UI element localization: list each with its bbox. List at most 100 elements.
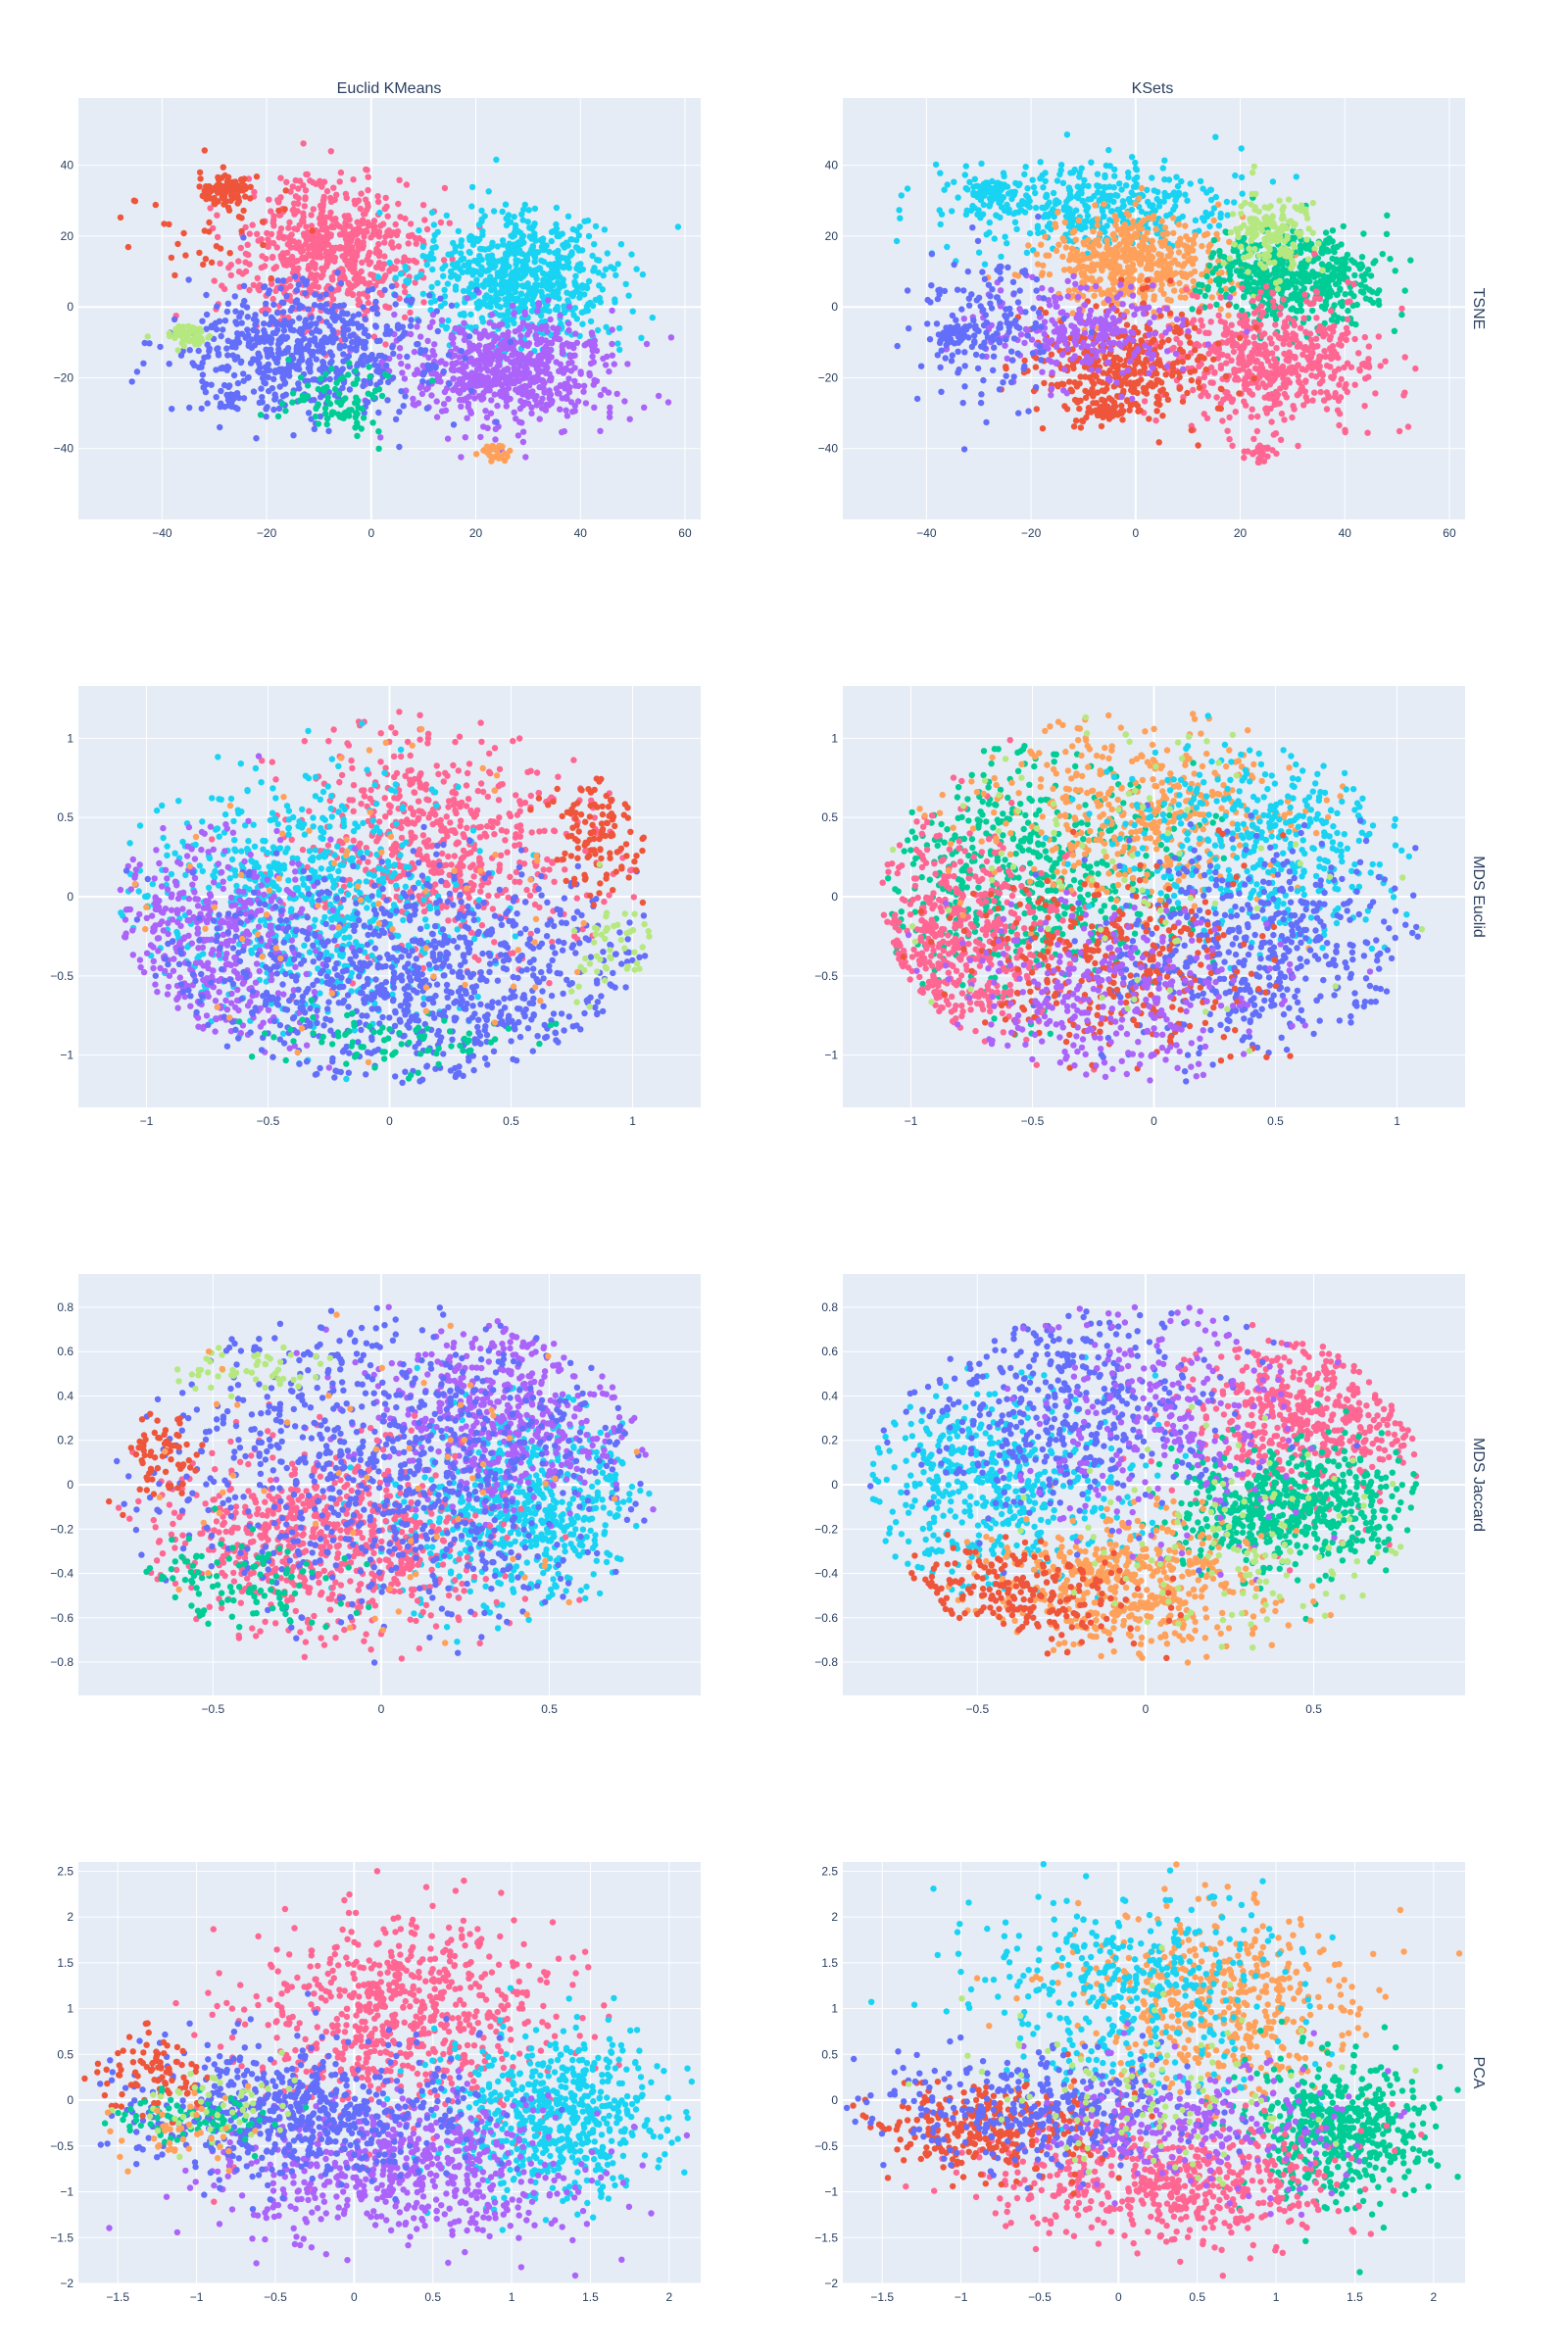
scatter-point (247, 230, 253, 236)
scatter-point (579, 247, 585, 253)
scatter-point (207, 333, 213, 339)
scatter-point (310, 282, 316, 288)
scatter-point (219, 174, 224, 180)
scatter-point (1165, 193, 1171, 199)
scatter-point (609, 308, 614, 314)
scatter-point (180, 230, 186, 236)
scatter-point (1088, 160, 1094, 166)
scatter-point (376, 260, 382, 266)
scatter-point (434, 280, 440, 286)
scatter-point (292, 273, 298, 279)
scatter-point (516, 250, 522, 256)
scatter-point (354, 419, 360, 425)
scatter-point (496, 453, 502, 459)
scatter-point (998, 254, 1004, 260)
scatter-point (268, 346, 273, 352)
scatter-point (523, 296, 529, 302)
scatter-point (1232, 172, 1238, 178)
scatter-point (594, 378, 600, 384)
scatter-point (446, 380, 452, 386)
scatter-point (602, 226, 608, 232)
scatter-point (240, 302, 246, 308)
scatter-point (1064, 131, 1070, 137)
scatter-point (489, 357, 495, 363)
scatter-point (468, 203, 474, 209)
scatter-point (944, 244, 950, 250)
scatter-point (326, 322, 332, 328)
scatter-point (313, 272, 318, 278)
scatter-point (1376, 287, 1382, 293)
scatter-point (271, 319, 277, 325)
scatter-point (1211, 237, 1217, 243)
scatter-point (1207, 303, 1213, 309)
scatter-point (394, 258, 400, 264)
scatter-point (1303, 244, 1309, 250)
scatter-point (305, 306, 311, 312)
scatter-point (1216, 222, 1222, 228)
scatter-point (495, 243, 501, 249)
scatter-point (1095, 183, 1101, 189)
scatter-point (507, 448, 513, 454)
scatter-point (263, 414, 269, 419)
scatter-point (1062, 220, 1068, 225)
scatter-point (322, 370, 328, 376)
scatter-point (219, 282, 224, 288)
scatter-point (1254, 414, 1260, 419)
scatter-point (390, 351, 396, 357)
scatter-point (610, 326, 615, 332)
scatter-point (404, 354, 410, 360)
scatter-point (1027, 230, 1033, 236)
scatter-point (1098, 276, 1103, 282)
scatter-point (565, 320, 571, 326)
scatter-point (338, 280, 344, 286)
scatter-point (1040, 263, 1046, 269)
scatter-point (1095, 222, 1101, 228)
scatter-point (329, 409, 335, 415)
scatter-point (1012, 220, 1018, 225)
scatter-point (345, 371, 351, 377)
scatter-point (301, 278, 307, 284)
scatter-point (332, 197, 338, 203)
scatter-point (1275, 286, 1281, 292)
scatter-point (317, 304, 322, 310)
scatter-point (441, 287, 447, 293)
scatter-point (451, 375, 457, 381)
scatter-point (581, 383, 587, 389)
scatter-point (1266, 247, 1272, 253)
scatter-point (431, 341, 437, 347)
scatter-point (328, 366, 334, 371)
scatter-point (937, 171, 943, 176)
scatter-point (1099, 257, 1104, 263)
scatter-point (274, 277, 280, 283)
scatter-point (589, 354, 595, 360)
scatter-point (402, 289, 408, 295)
scatter-point (280, 250, 286, 256)
scatter-point (286, 234, 292, 240)
scatter-point (1294, 173, 1299, 179)
scatter-point (962, 172, 968, 177)
scatter-point (172, 272, 177, 278)
scatter-point (536, 384, 542, 390)
scatter-point (1152, 293, 1157, 299)
scatter-point (572, 281, 578, 287)
scatter-point (263, 406, 269, 412)
scatter-point (512, 310, 517, 316)
scatter-point (501, 388, 507, 394)
scatter-point (372, 299, 378, 305)
scatter-point (1206, 263, 1212, 269)
scatter-point (1152, 226, 1158, 232)
scatter-point (283, 179, 289, 185)
scatter-point (1264, 410, 1270, 416)
scatter-point (441, 368, 447, 374)
scatter-point (1204, 286, 1210, 292)
scatter-point (262, 263, 268, 269)
scatter-point (395, 201, 401, 207)
scatter-point (214, 394, 220, 400)
scatter-point (1352, 321, 1358, 327)
scatter-point (562, 428, 567, 434)
scatter-point (384, 397, 390, 403)
scatter-point (218, 388, 223, 394)
scatter-point (429, 267, 435, 272)
scatter-point (409, 297, 415, 303)
scatter-point (449, 303, 455, 309)
